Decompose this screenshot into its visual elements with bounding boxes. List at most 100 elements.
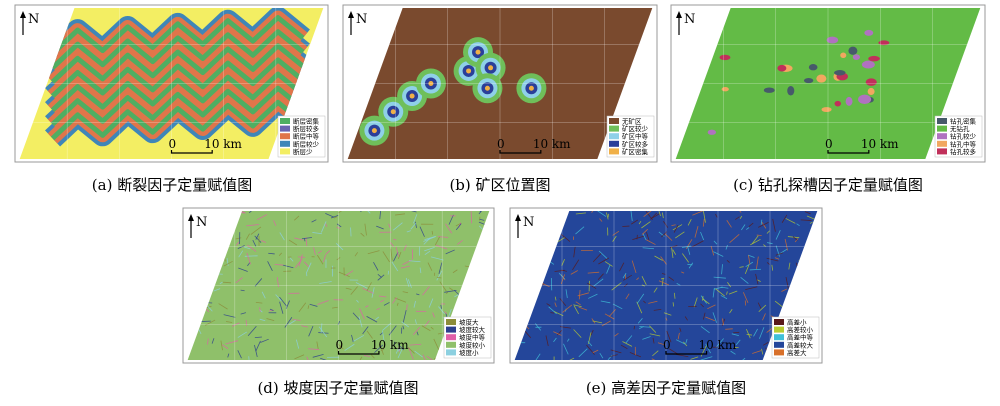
terrain-texture	[220, 340, 223, 351]
terrain-texture	[389, 242, 395, 248]
terrain-texture	[225, 321, 233, 323]
terrain-texture	[362, 288, 375, 294]
terrain-texture	[382, 251, 390, 263]
terrain-texture	[561, 234, 571, 242]
terrain-texture	[247, 262, 251, 267]
legend-swatch	[937, 125, 947, 132]
terrain-texture	[237, 245, 245, 249]
terrain-texture	[641, 275, 647, 285]
terrain-texture	[364, 223, 367, 236]
terrain-texture	[542, 282, 544, 286]
terrain-texture	[275, 294, 282, 302]
terrain-texture	[671, 224, 676, 226]
terrain-texture	[376, 225, 384, 230]
drill-blob	[821, 107, 832, 113]
mine-buffer	[488, 65, 494, 71]
terrain-texture	[700, 326, 710, 334]
legend-swatch	[609, 118, 619, 124]
terrain-texture	[444, 289, 457, 293]
terrain-texture	[312, 353, 324, 358]
terrain-texture	[604, 313, 615, 320]
terrain-texture	[707, 304, 716, 310]
terrain-texture	[653, 287, 658, 293]
terrain-texture	[715, 213, 718, 218]
terrain-texture	[586, 344, 595, 355]
terrain-texture	[366, 316, 378, 323]
terrain-texture	[288, 239, 298, 246]
terrain-texture	[352, 312, 360, 321]
legend-label: 矿区密集	[622, 147, 649, 156]
caption: (e) 高差因子定量赋值图	[586, 379, 746, 397]
caption: (d) 坡度因子定量赋值图	[257, 379, 418, 397]
terrain-texture	[619, 262, 625, 272]
legend-swatch	[280, 148, 290, 155]
caption: (b) 矿区位置图	[449, 176, 550, 194]
fault-zone	[50, 99, 305, 141]
terrain-texture	[677, 332, 680, 340]
terrain-texture	[623, 274, 633, 281]
legend-label: 无矿区	[622, 117, 642, 126]
terrain-texture	[393, 238, 397, 241]
terrain-texture	[402, 310, 407, 323]
terrain-texture	[252, 239, 257, 247]
terrain-texture	[702, 218, 705, 227]
legend-label: 无钻孔	[950, 124, 970, 133]
scale-label: 0	[663, 338, 671, 352]
terrain-texture	[288, 319, 296, 325]
terrain-texture	[688, 262, 694, 269]
terrain-texture	[534, 323, 542, 331]
terrain-texture	[554, 302, 557, 308]
terrain-texture	[397, 251, 402, 259]
terrain-texture	[775, 252, 784, 256]
legend-swatch	[446, 319, 456, 325]
terrain-texture	[809, 221, 813, 224]
terrain-texture	[636, 277, 640, 281]
legend-swatch	[774, 319, 784, 325]
drill-blob	[868, 55, 880, 62]
terrain-texture	[693, 297, 698, 308]
terrain-texture	[438, 306, 445, 315]
terrain-texture	[735, 339, 741, 346]
terrain-texture	[408, 260, 421, 263]
terrain-texture	[599, 352, 604, 359]
terrain-texture	[700, 345, 707, 357]
legend-label: 坡度较小	[459, 340, 486, 349]
terrain-texture	[684, 316, 688, 321]
terrain-texture	[654, 255, 663, 261]
terrain-texture	[766, 230, 770, 234]
terrain-texture	[422, 354, 427, 360]
terrain-texture	[269, 308, 274, 311]
terrain-texture	[687, 263, 693, 266]
terrain-texture	[690, 356, 699, 360]
terrain-texture	[254, 235, 262, 243]
terrain-texture	[587, 282, 597, 289]
terrain-texture	[563, 343, 569, 355]
terrain-texture	[392, 222, 403, 231]
terrain-texture	[309, 303, 318, 307]
terrain-texture	[323, 254, 327, 263]
terrain-texture	[393, 252, 399, 262]
drill-blob	[808, 64, 818, 71]
terrain-texture	[612, 235, 617, 242]
scale-label: 0	[169, 137, 177, 151]
terrain-texture	[273, 220, 277, 226]
terrain-texture	[316, 341, 319, 350]
terrain-texture	[336, 223, 342, 228]
terrain-texture	[380, 348, 384, 352]
terrain-texture	[478, 211, 482, 215]
terrain-texture	[437, 236, 449, 238]
terrain-texture	[395, 246, 400, 257]
terrain-texture	[240, 289, 245, 292]
scale-bar	[827, 150, 870, 154]
terrain-texture	[729, 309, 733, 314]
terrain-texture	[748, 255, 751, 265]
terrain-texture	[739, 266, 744, 268]
terrain-texture	[726, 259, 730, 263]
drill-blob	[878, 40, 890, 46]
terrain-texture	[410, 211, 417, 213]
fault-zone	[50, 43, 305, 84]
terrain-texture	[379, 343, 384, 355]
